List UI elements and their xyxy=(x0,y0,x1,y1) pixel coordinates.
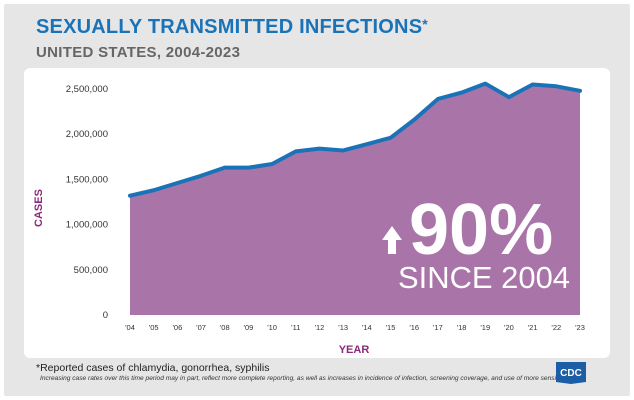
y-tick-label: 500,000 xyxy=(74,265,108,276)
disclaimer: Increasing case rates over this time per… xyxy=(40,375,584,382)
title-asterisk: * xyxy=(422,16,428,32)
x-tick-label: '21 xyxy=(528,323,538,332)
series-area xyxy=(130,83,580,315)
cdc-logo-text: CDC xyxy=(560,368,582,379)
title-text: SEXUALLY TRANSMITTED INFECTIONS xyxy=(36,16,423,38)
x-tick-label: '10 xyxy=(267,323,277,332)
chart-area-layer xyxy=(128,81,582,315)
y-tick-label: 1,000,000 xyxy=(66,220,108,231)
x-tick-label: '04 xyxy=(125,323,135,332)
x-tick-label: '06 xyxy=(172,323,182,332)
callout-since: SINCE 2004 xyxy=(398,260,570,295)
x-tick-label: '17 xyxy=(433,323,443,332)
x-tick-label: '14 xyxy=(362,323,372,332)
series-line xyxy=(128,81,582,198)
x-tick-label: '08 xyxy=(220,323,230,332)
x-axis-ticks: '04 '05 '06 '07 '08 '09 '10 '11 '12 '13 '14 '15 '16 '… xyxy=(125,323,585,332)
cdc-logo: CDC xyxy=(556,362,586,384)
x-tick-label: '05 xyxy=(149,323,159,332)
x-tick-label: '13 xyxy=(338,323,348,332)
footnote: *Reported cases of chlamydia, gonorrhea,… xyxy=(36,362,270,374)
x-tick-label: '22 xyxy=(551,323,561,332)
x-tick-label: '18 xyxy=(457,323,467,332)
callout-percent: 90% xyxy=(409,190,553,270)
x-tick-label: '16 xyxy=(409,323,419,332)
x-tick-label: '12 xyxy=(315,323,325,332)
y-tick-label: 1,500,000 xyxy=(66,174,108,185)
area-chart: 0 500,000 1,000,000 1,500,000 2,000,000 2,500… xyxy=(33,81,585,356)
x-tick-label: '07 xyxy=(196,323,206,332)
x-tick-label: '09 xyxy=(244,323,254,332)
x-axis-title: YEAR xyxy=(339,344,370,356)
chart-panel: 0 500,000 1,000,000 1,500,000 2,000,000 2,500… xyxy=(24,68,610,358)
x-tick-label: '15 xyxy=(386,323,396,332)
y-tick-label: 2,000,000 xyxy=(66,129,108,140)
x-tick-label: '23 xyxy=(575,323,585,332)
y-axis-ticks: 0 500,000 1,000,000 1,500,000 2,000,000 2,500… xyxy=(66,84,108,321)
chart-subtitle: UNITED STATES, 2004-2023 xyxy=(36,44,241,61)
y-tick-label: 2,500,000 xyxy=(66,84,108,95)
y-tick-label: 0 xyxy=(103,310,108,321)
x-tick-label: '11 xyxy=(291,323,300,332)
growth-callout: 90% SINCE 2004 xyxy=(382,190,570,295)
y-axis-title: CASES xyxy=(33,189,45,227)
chart-title: SEXUALLY TRANSMITTED INFECTIONS* xyxy=(36,16,428,39)
x-tick-label: '20 xyxy=(504,323,514,332)
up-arrow-icon xyxy=(382,226,402,254)
x-tick-label: '19 xyxy=(480,323,490,332)
